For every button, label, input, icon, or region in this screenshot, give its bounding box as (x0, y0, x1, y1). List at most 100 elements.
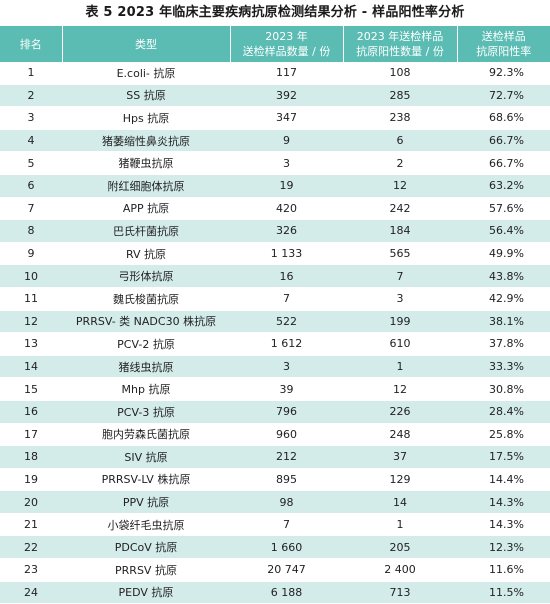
cell-rate: 42.9% (457, 287, 550, 311)
table-row: 22 PDCoV 抗原 1 660 205 12.3% (0, 535, 550, 560)
cell-rank: 20 (0, 490, 62, 514)
table-row: 8 巴氏杆菌抗原 326 184 56.4% (0, 219, 550, 243)
cell-type: PRRSV- 类 NADC30 株抗原 (62, 310, 230, 334)
cell-positive: 238 (343, 106, 457, 130)
cell-positive: 2 400 (343, 558, 457, 582)
cell-type: PCV-3 抗原 (62, 400, 230, 424)
cell-rate: 72.7% (457, 84, 550, 108)
cell-positive: 610 (343, 332, 457, 356)
cell-samples: 19 (230, 174, 343, 198)
cell-samples: 1 660 (230, 535, 343, 560)
cell-samples: 1 612 (230, 332, 343, 356)
cell-rate: 66.7% (457, 129, 550, 153)
cell-positive: 248 (343, 423, 457, 447)
table-row: 12 PRRSV- 类 NADC30 株抗原 522 199 38.1% (0, 310, 550, 334)
cell-positive: 129 (343, 468, 457, 492)
cell-samples: 212 (230, 445, 343, 469)
cell-samples: 392 (230, 84, 343, 108)
cell-samples: 39 (230, 377, 343, 401)
cell-rate: 28.4% (457, 400, 550, 424)
cell-samples: 7 (230, 287, 343, 311)
cell-type: 附红细胞体抗原 (62, 174, 230, 198)
cell-rank: 19 (0, 468, 62, 492)
cell-positive: 184 (343, 219, 457, 243)
cell-positive: 2 (343, 151, 457, 175)
cell-type: Mhp 抗原 (62, 377, 230, 401)
cell-samples: 98 (230, 490, 343, 514)
table-row: 3 Hps 抗原 347 238 68.6% (0, 106, 550, 130)
cell-rate: 49.9% (457, 242, 550, 266)
cell-positive: 3 (343, 287, 457, 311)
cell-positive: 199 (343, 310, 457, 334)
cell-samples: 420 (230, 197, 343, 221)
cell-samples: 7 (230, 513, 343, 537)
cell-rank: 3 (0, 106, 62, 130)
cell-rank: 6 (0, 174, 62, 198)
cell-rate: 56.4% (457, 219, 550, 243)
cell-rank: 23 (0, 558, 62, 582)
cell-rate: 14.3% (457, 513, 550, 537)
cell-rate: 14.3% (457, 490, 550, 514)
header-rate: 送检样品 抗原阳性率 (457, 26, 550, 62)
cell-positive: 12 (343, 174, 457, 198)
cell-samples: 3 (230, 355, 343, 379)
table-row: 1 E.coli- 抗原 117 108 92.3% (0, 62, 550, 85)
table-row: 14 猪线虫抗原 3 1 33.3% (0, 355, 550, 379)
table-row: 6 附红细胞体抗原 19 12 63.2% (0, 174, 550, 198)
cell-type: PRRSV-LV 株抗原 (62, 468, 230, 492)
results-table: 排名 类型 2023 年送检样品数量 / 份 2023 年送检样品 抗原阳性数量 … (0, 26, 550, 604)
cell-rank: 9 (0, 242, 62, 266)
cell-type: 猪线虫抗原 (62, 355, 230, 379)
cell-samples: 895 (230, 468, 343, 492)
table-row: 16 PCV-3 抗原 796 226 28.4% (0, 400, 550, 424)
cell-type: PPV 抗原 (62, 490, 230, 514)
cell-type: 巴氏杆菌抗原 (62, 219, 230, 243)
cell-type: 弓形体抗原 (62, 264, 230, 288)
cell-rate: 38.1% (457, 310, 550, 334)
cell-samples: 796 (230, 400, 343, 424)
cell-rank: 7 (0, 197, 62, 221)
header-row: 排名 类型 2023 年送检样品数量 / 份 2023 年送检样品 抗原阳性数量 … (0, 26, 550, 62)
table-row: 21 小袋纤毛虫抗原 7 1 14.3% (0, 513, 550, 537)
cell-type: SIV 抗原 (62, 445, 230, 469)
cell-rate: 25.8% (457, 423, 550, 447)
table-row: 15 Mhp 抗原 39 12 30.8% (0, 377, 550, 401)
cell-rank: 13 (0, 332, 62, 356)
cell-samples: 6 188 (230, 581, 343, 604)
cell-type: E.coli- 抗原 (62, 62, 230, 85)
cell-samples: 960 (230, 423, 343, 447)
cell-rate: 63.2% (457, 174, 550, 198)
cell-positive: 242 (343, 197, 457, 221)
cell-positive: 37 (343, 445, 457, 469)
cell-rank: 14 (0, 355, 62, 379)
cell-type: PEDV 抗原 (62, 581, 230, 604)
cell-rate: 66.7% (457, 151, 550, 175)
cell-rank: 17 (0, 423, 62, 447)
cell-rank: 1 (0, 62, 62, 85)
table-row: 11 魏氏梭菌抗原 7 3 42.9% (0, 287, 550, 311)
cell-type: PRRSV 抗原 (62, 558, 230, 582)
table-row: 4 猪萎缩性鼻炎抗原 9 6 66.7% (0, 129, 550, 153)
cell-type: PCV-2 抗原 (62, 332, 230, 356)
cell-rate: 43.8% (457, 264, 550, 288)
table-caption: 表 5 2023 年临床主要疾病抗原检测结果分析 - 样品阳性率分析 (85, 5, 465, 20)
table-row: 23 PRRSV 抗原 20 747 2 400 11.6% (0, 558, 550, 582)
cell-positive: 1 (343, 513, 457, 537)
cell-rate: 33.3% (457, 355, 550, 379)
cell-samples: 3 (230, 151, 343, 175)
cell-positive: 7 (343, 264, 457, 288)
cell-rank: 15 (0, 377, 62, 401)
cell-positive: 14 (343, 490, 457, 514)
cell-type: PDCoV 抗原 (62, 535, 230, 560)
cell-rate: 30.8% (457, 377, 550, 401)
cell-samples: 1 133 (230, 242, 343, 266)
cell-samples: 117 (230, 62, 343, 85)
cell-rank: 5 (0, 151, 62, 175)
cell-positive: 12 (343, 377, 457, 401)
cell-positive: 713 (343, 581, 457, 604)
cell-rank: 24 (0, 581, 62, 604)
cell-type: SS 抗原 (62, 84, 230, 108)
cell-rank: 18 (0, 445, 62, 469)
cell-rank: 16 (0, 400, 62, 424)
cell-samples: 16 (230, 264, 343, 288)
